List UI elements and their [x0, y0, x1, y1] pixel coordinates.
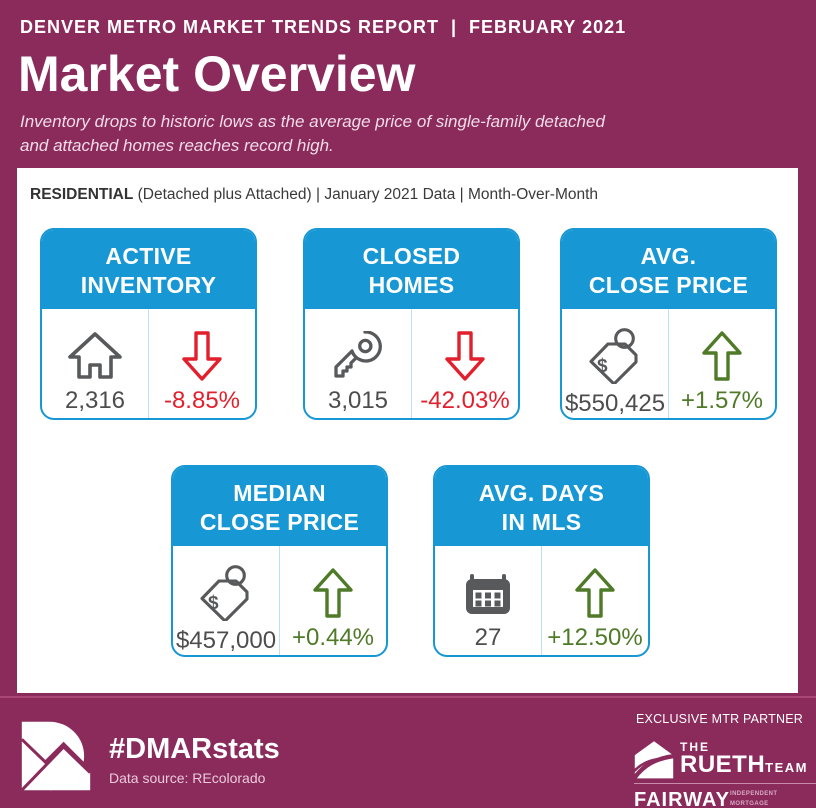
svg-text:$: $	[597, 356, 608, 377]
svg-text:$: $	[208, 593, 219, 614]
